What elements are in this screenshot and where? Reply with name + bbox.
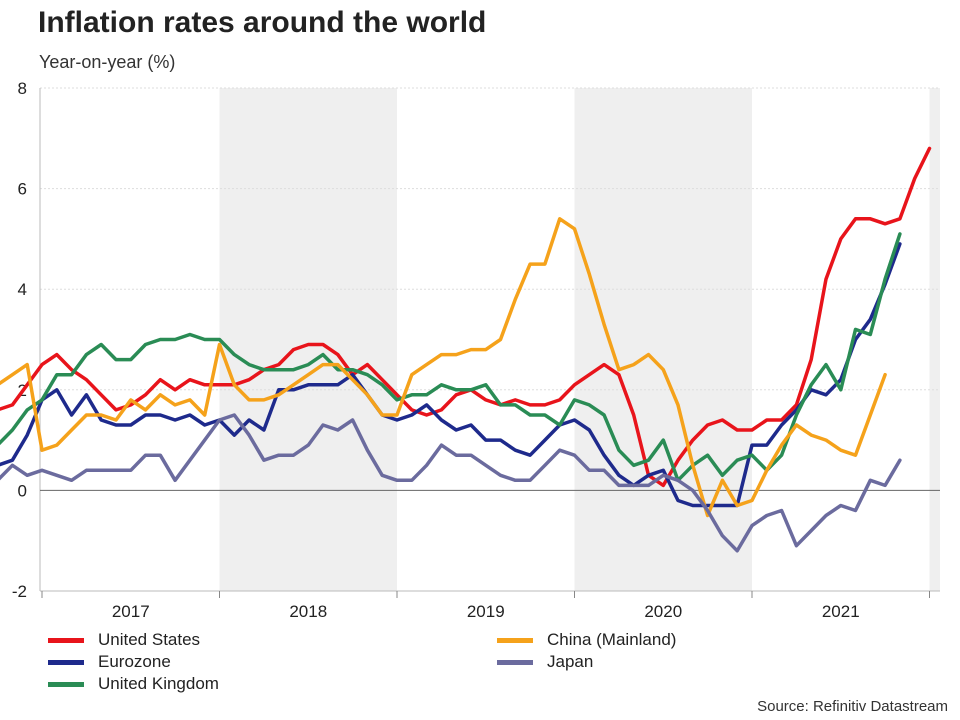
y-tick-label-8: 8 bbox=[18, 79, 27, 98]
series-line-eurozone bbox=[0, 242, 902, 508]
series-line-china-mainland bbox=[0, 217, 887, 518]
legend-label-united-kingdom: United Kingdom bbox=[98, 674, 219, 693]
chart-title: Inflation rates around the world bbox=[38, 6, 487, 39]
legend-label-eurozone: Eurozone bbox=[98, 652, 171, 671]
chart-subtitle: Year-on-year (%) bbox=[39, 52, 176, 72]
series-line-japan bbox=[0, 413, 902, 553]
y-tick-label-6: 6 bbox=[18, 180, 27, 199]
legend-swatch-united-kingdom bbox=[48, 681, 84, 687]
x-tick-label-2017: 2017 bbox=[112, 602, 150, 621]
x-tick-label-2020: 2020 bbox=[644, 602, 682, 621]
source-note: Source: Refinitiv Datastream bbox=[757, 698, 948, 715]
legend-item-united-kingdom: United Kingdom bbox=[48, 674, 219, 694]
shaded-band-tail bbox=[929, 88, 940, 591]
legend-label-japan: Japan bbox=[547, 652, 594, 671]
shaded-band-2018 bbox=[219, 88, 397, 591]
series-line-united-kingdom bbox=[0, 232, 902, 483]
legend-item-japan: Japan bbox=[497, 652, 593, 672]
legend-label-china: China (Mainland) bbox=[547, 630, 677, 649]
shaded-band-2020 bbox=[574, 88, 752, 591]
legend-item-eurozone: Eurozone bbox=[48, 652, 171, 672]
legend-item-china: China (Mainland) bbox=[497, 630, 676, 650]
legend-swatch-japan bbox=[497, 659, 533, 665]
y-tick-label-0: 0 bbox=[18, 481, 27, 500]
x-tick-label-2019: 2019 bbox=[467, 602, 505, 621]
legend-swatch-china bbox=[497, 637, 533, 643]
legend-swatch-eurozone bbox=[48, 659, 84, 665]
x-tick-label-2021: 2021 bbox=[822, 602, 860, 621]
y-tick-label--2: -2 bbox=[12, 582, 27, 601]
legend-label-united-states: United States bbox=[98, 630, 201, 649]
legend-item-united-states: United States bbox=[48, 630, 200, 650]
x-tick-label-2018: 2018 bbox=[289, 602, 327, 621]
legend-swatch-united-states bbox=[48, 637, 84, 643]
y-tick-label-4: 4 bbox=[18, 280, 27, 299]
